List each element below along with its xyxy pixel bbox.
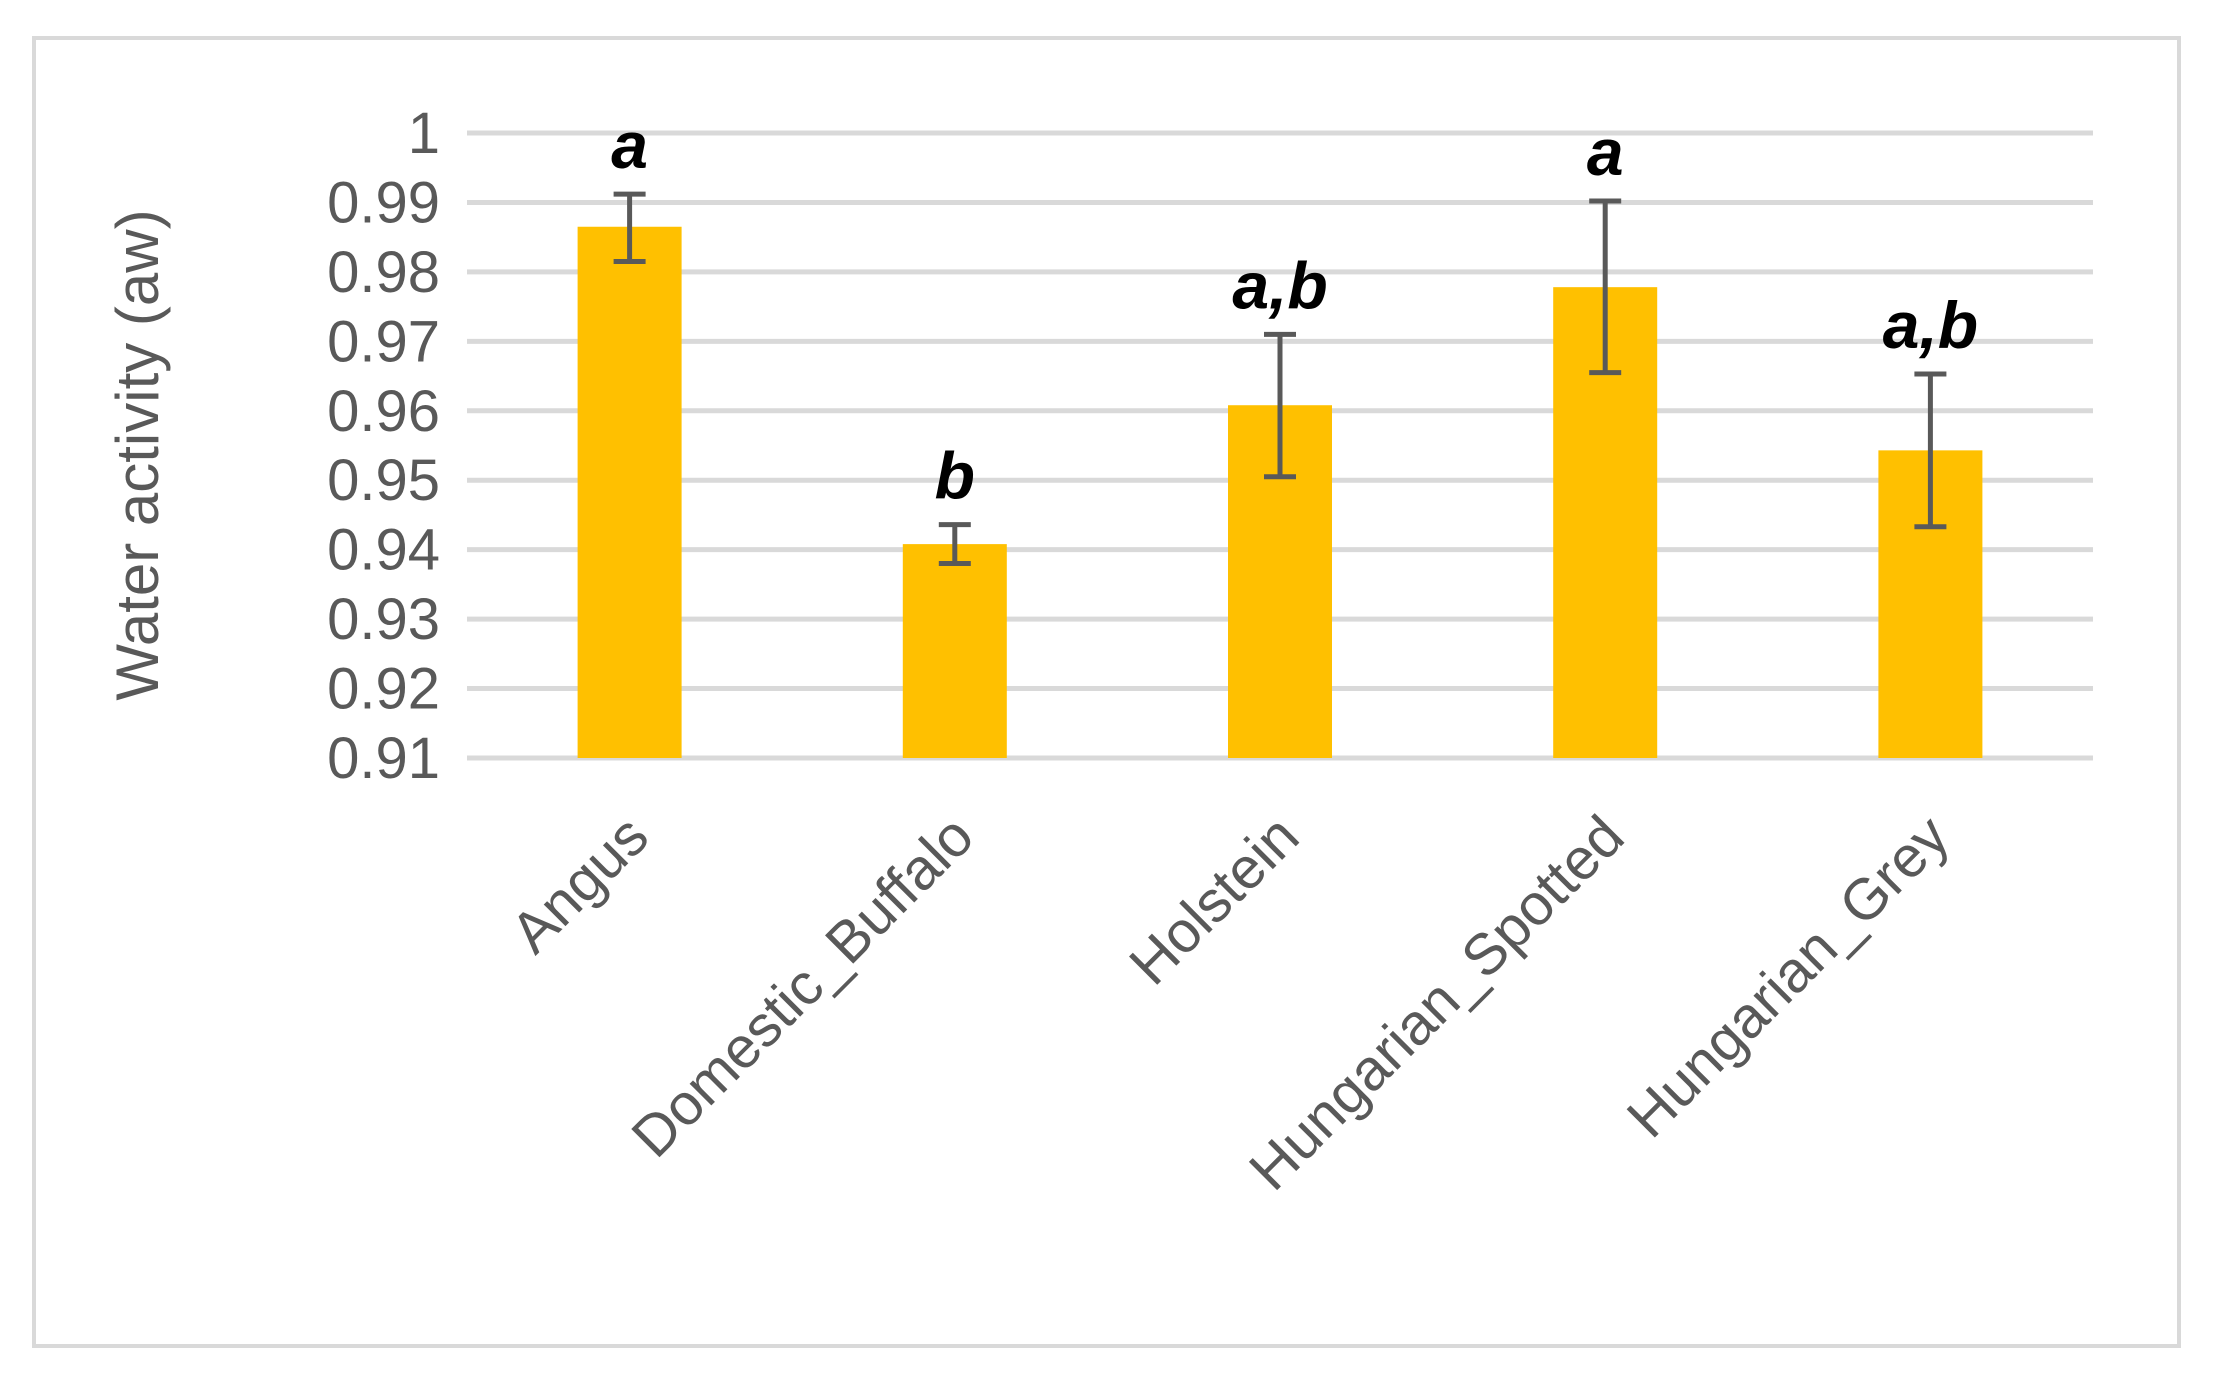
error-bar — [938, 522, 971, 567]
error-bar — [1264, 331, 1296, 480]
y-axis-title: Water activity (aw) — [104, 209, 171, 700]
significance-label: b — [935, 439, 975, 513]
significance-label: a,b — [1883, 288, 1978, 362]
y-tick-label: 0.95 — [327, 448, 440, 513]
error-bar — [1589, 198, 1622, 376]
significance-labels: a b a,b a a,b — [611, 108, 1978, 513]
error-bar — [1914, 371, 1947, 530]
y-tick-label: 0.93 — [327, 587, 440, 652]
significance-label: a,b — [1232, 248, 1327, 322]
bar — [577, 226, 682, 758]
error-bars — [613, 191, 1947, 567]
y-tick-label: 0.96 — [327, 379, 440, 444]
y-tick-label: 0.94 — [327, 518, 440, 583]
y-tick-label: 0.99 — [327, 170, 440, 235]
y-tick-label: 0.98 — [327, 240, 440, 305]
y-tick-label: 0.92 — [327, 657, 440, 722]
y-axis-tick-labels: 0.910.920.930.940.950.960.970.980.991 — [327, 101, 440, 791]
bar — [902, 544, 1007, 758]
bars — [577, 226, 1983, 758]
significance-label: a — [1587, 115, 1624, 189]
y-tick-label: 0.91 — [327, 726, 440, 791]
significance-label: a — [611, 108, 648, 182]
y-tick-label: 1 — [408, 101, 440, 166]
chart-border — [32, 36, 2181, 1348]
error-bar — [613, 191, 646, 264]
y-tick-label: 0.97 — [327, 309, 440, 374]
gridlines — [467, 130, 2093, 761]
